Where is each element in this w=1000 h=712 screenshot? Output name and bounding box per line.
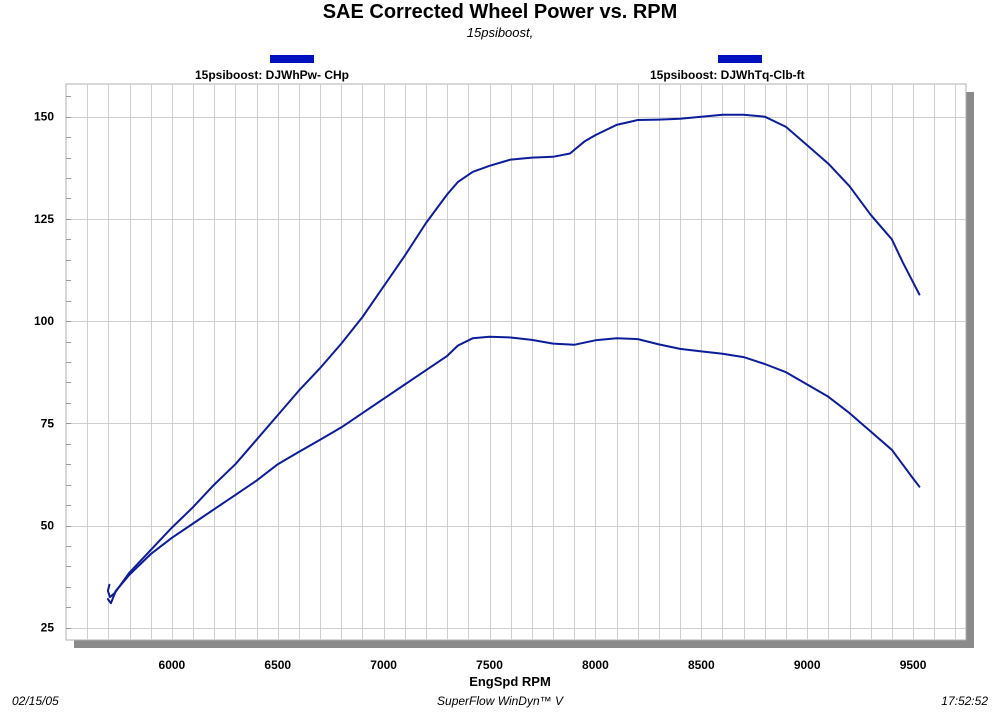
- x-tick-label: 8000: [582, 658, 609, 672]
- y-tick-label: 150: [34, 110, 54, 124]
- footer-date: 02/15/05: [12, 694, 59, 708]
- y-tick-label: 125: [34, 212, 54, 226]
- plot-shadow-bottom: [74, 640, 974, 648]
- plot-shadow-right: [966, 92, 974, 648]
- legend-swatch-torque: [718, 55, 762, 63]
- footer-software: SuperFlow WinDyn™ V: [437, 694, 563, 708]
- plot-area: [65, 83, 967, 641]
- y-tick-label: 25: [41, 621, 55, 635]
- x-tick-label: 6500: [264, 658, 291, 672]
- x-tick-label: 9000: [794, 658, 821, 672]
- x-tick-label: 6000: [159, 658, 186, 672]
- series-line-torque: [106, 113, 921, 599]
- x-axis-label: EngSpd RPM: [469, 674, 551, 689]
- series-line-power: [106, 335, 921, 605]
- chart-subtitle: 15psiboost,: [466, 25, 534, 40]
- y-tick-label: 100: [34, 314, 54, 328]
- x-tick-label: 7500: [476, 658, 503, 672]
- y-tick-label: 50: [41, 519, 55, 533]
- footer-time: 17:52:52: [941, 694, 988, 708]
- x-tick-label: 7000: [370, 658, 397, 672]
- legend-label-power: 15psiboost: DJWhPw- CHp: [195, 68, 350, 82]
- x-tick-label: 9500: [900, 658, 927, 672]
- legend-label-torque: 15psiboost: DJWhTq-Clb-ft: [650, 68, 805, 82]
- y-tick-label: 75: [41, 416, 55, 430]
- x-tick-label: 8500: [688, 658, 715, 672]
- chart-title: SAE Corrected Wheel Power vs. RPM: [322, 1, 678, 23]
- legend-swatch-power: [270, 55, 314, 63]
